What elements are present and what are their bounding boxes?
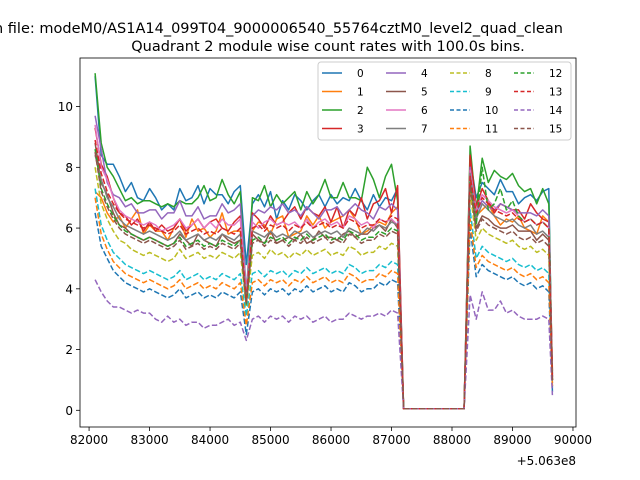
legend-label-15: 15 [549, 124, 562, 136]
legend-label-8: 8 [485, 68, 492, 80]
legend-label-7: 7 [421, 124, 428, 136]
y-tick-label: 4 [65, 282, 73, 296]
y-tick-label: 10 [58, 100, 73, 114]
series-line-12 [94, 148, 554, 410]
x-tick-label: 86000 [312, 433, 350, 447]
legend-box [317, 61, 572, 141]
y-axis: 0 2 4 6 8 10 [58, 100, 80, 418]
legend-label-1: 1 [357, 87, 364, 99]
x-tick-label: 88000 [433, 433, 471, 447]
series-line-2 [94, 73, 554, 410]
series-line-15 [94, 151, 554, 410]
legend-label-5: 5 [421, 87, 428, 99]
plot-area [79, 57, 577, 428]
x-axis: 82000 83000 84000 85000 86000 87000 88000 89000… [70, 427, 592, 447]
y-tick-label: 8 [65, 161, 73, 175]
x-tick-label: 89000 [493, 433, 531, 447]
series-line-7 [94, 155, 554, 410]
series-line-4 [94, 115, 554, 410]
x-tick-label: 85000 [251, 433, 289, 447]
legend-label-12: 12 [549, 68, 562, 80]
chart-title: Quadrant 2 module wise count rates with … [131, 39, 525, 55]
series-line-1 [94, 178, 554, 410]
y-tick-label: 2 [65, 343, 73, 357]
series-line-3 [94, 127, 554, 410]
series-line-14 [94, 279, 554, 410]
x-tick-label: 87000 [372, 433, 410, 447]
x-tick-label: 84000 [191, 433, 229, 447]
x-tick-label: 83000 [130, 433, 168, 447]
axes-frame [79, 57, 577, 428]
series-line-8 [94, 167, 554, 410]
y-tick-label: 0 [65, 404, 73, 418]
legend-label-4: 4 [421, 68, 428, 80]
legend-label-3: 3 [357, 124, 364, 136]
series-line-10 [94, 212, 554, 410]
legend-label-9: 9 [485, 87, 492, 99]
legend-label-6: 6 [421, 105, 428, 117]
legend-label-13: 13 [549, 87, 562, 99]
legend-label-14: 14 [549, 105, 563, 117]
series-line-11 [94, 197, 554, 410]
series-line-13 [94, 139, 554, 410]
x-tick-label: 90000 [554, 433, 592, 447]
x-axis-offset: +5.063e8 [517, 454, 576, 468]
figure-suptitle: n file: modeM0/AS1A14_099T04_9000006540_… [0, 21, 563, 37]
x-tick-label: 82000 [70, 433, 108, 447]
legend-label-2: 2 [357, 105, 364, 117]
legend-label-0: 0 [357, 68, 364, 80]
legend-label-10: 10 [485, 105, 498, 117]
y-tick-label: 6 [65, 222, 73, 236]
legend-label-11: 11 [485, 124, 498, 136]
series-line-9 [94, 188, 554, 410]
